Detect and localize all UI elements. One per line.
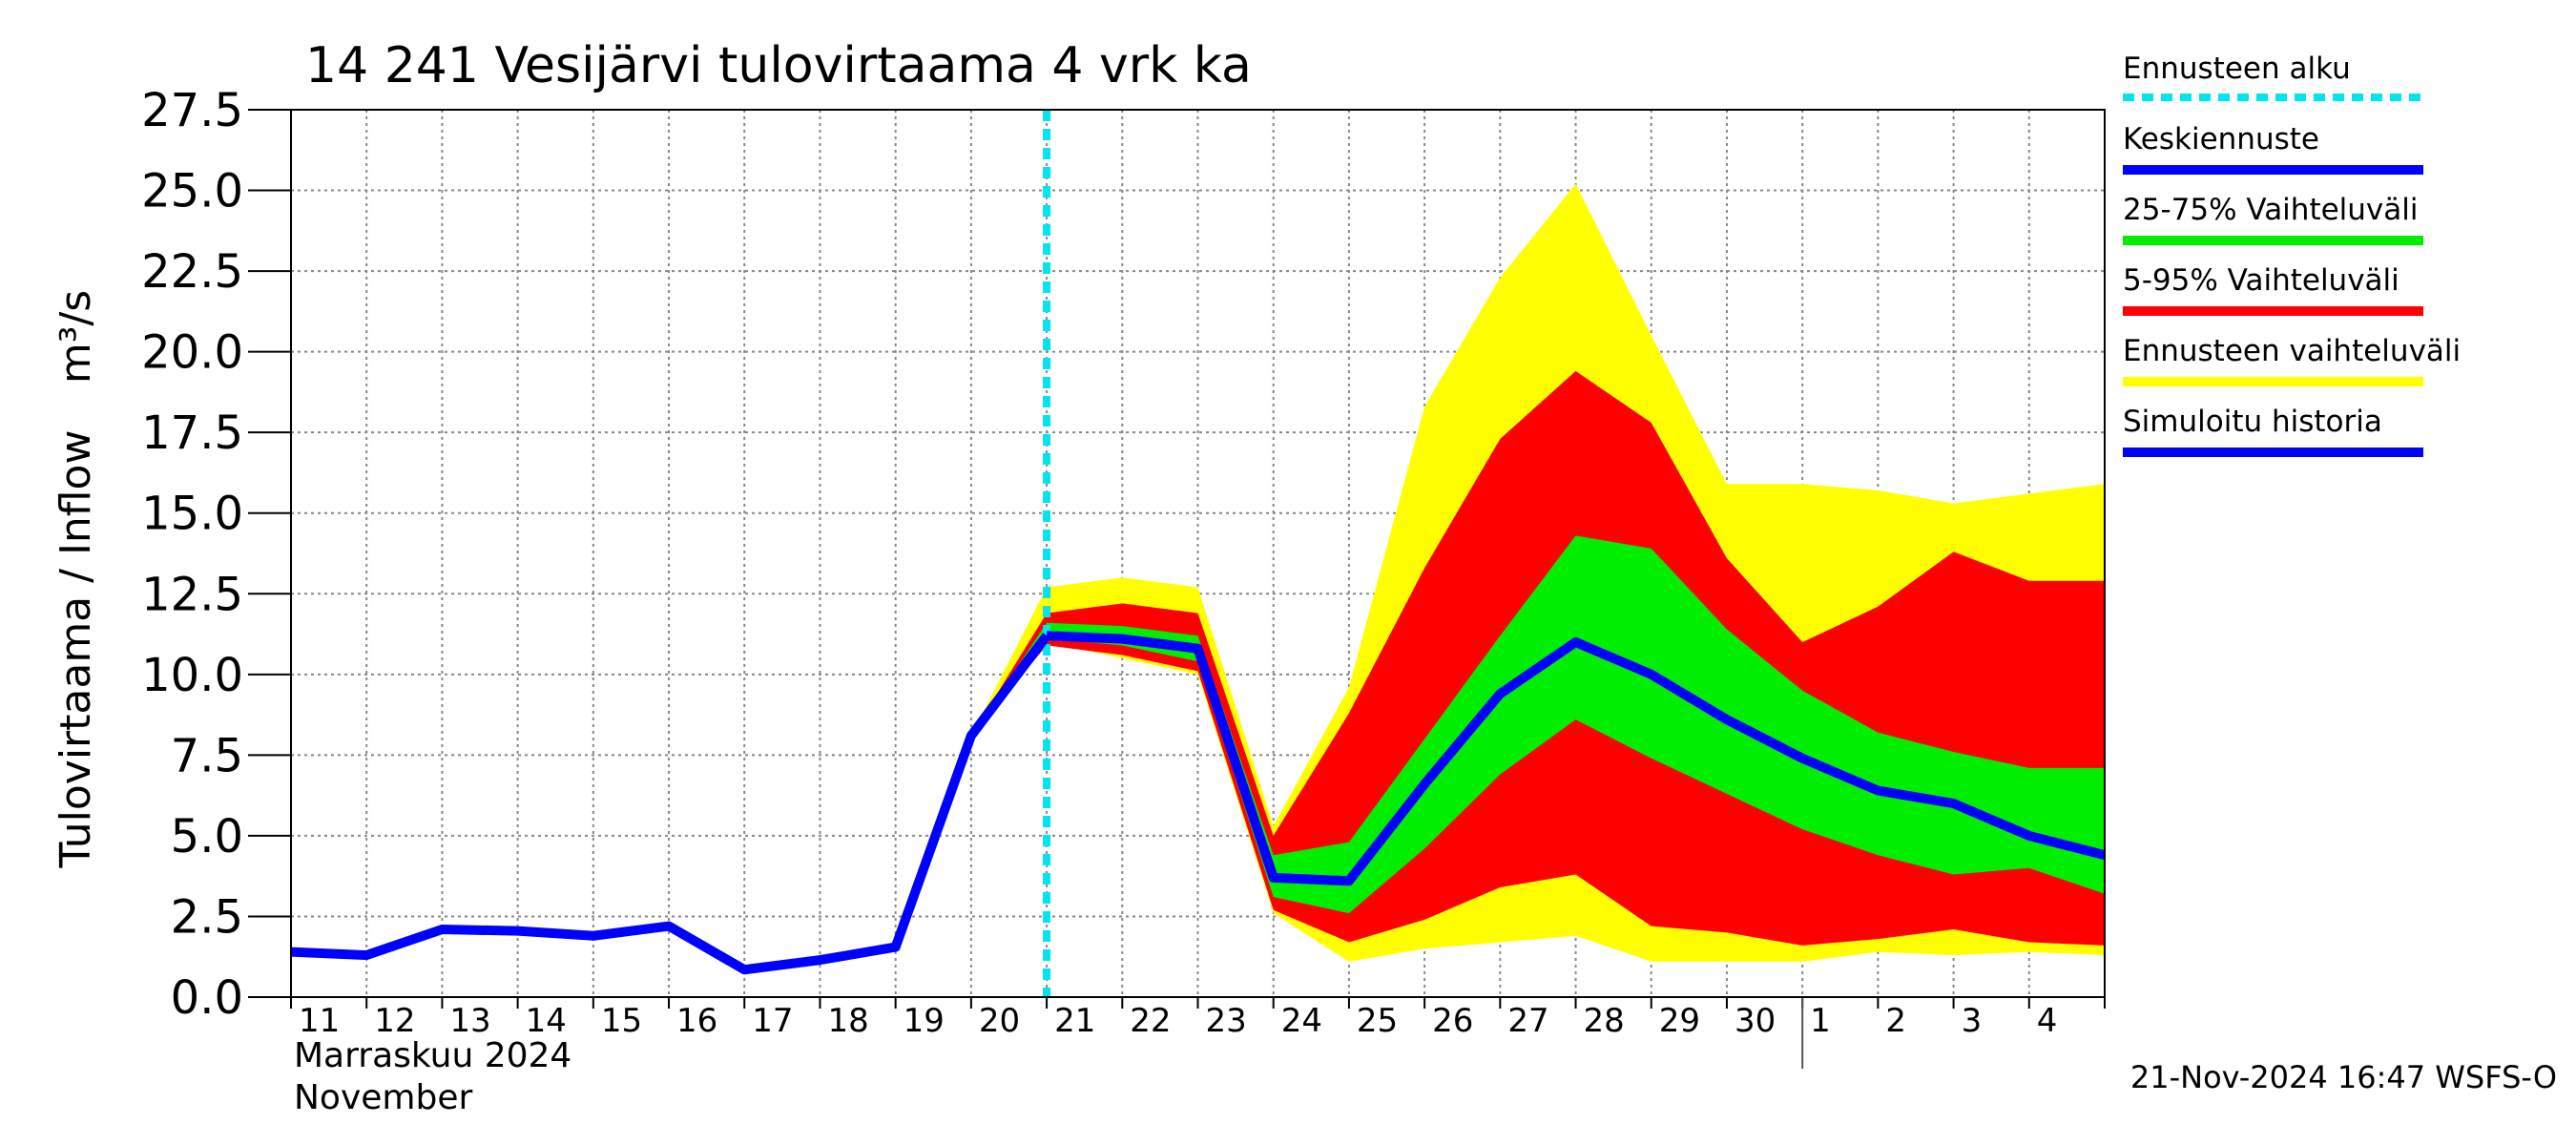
x-tick-label: 21	[1054, 1002, 1095, 1040]
y-tick-label: 15.0	[141, 488, 243, 541]
x-tick-label: 4	[2037, 1002, 2058, 1040]
x-tick-label: 27	[1507, 1002, 1548, 1040]
x-tick-label: 16	[676, 1002, 717, 1040]
series-line	[1046, 631, 2107, 886]
x-tick-label: 11	[299, 1002, 340, 1040]
y-tick-label: 25.0	[141, 165, 243, 219]
series-line	[290, 633, 1051, 975]
legend-label: 5-95% Vaihteluväli	[2123, 263, 2399, 298]
y-axis-label: Tulovirtaama / Inflow	[52, 430, 100, 869]
x-tick-label: 28	[1584, 1002, 1625, 1040]
y-tick-label: 2.5	[171, 890, 243, 944]
x-tick-label: 15	[601, 1002, 642, 1040]
x-tick-label: 22	[1130, 1002, 1171, 1040]
y-tick-label: 17.5	[141, 406, 243, 460]
legend-label: Keskiennuste	[2123, 122, 2319, 156]
legend-label: 25-75% Vaihteluväli	[2123, 193, 2419, 227]
x-tick-label: 3	[1962, 1002, 1983, 1040]
y-tick-label: 20.0	[141, 326, 243, 380]
x-axis-label: Marraskuu 2024	[294, 1036, 571, 1075]
x-tick-label: 14	[526, 1002, 567, 1040]
legend-label: Ennusteen alku	[2123, 52, 2351, 86]
legend: Ennusteen alku Keskiennuste 25-75% Vaihtel…	[2123, 52, 2461, 457]
y-axis-unit: m³/s	[52, 290, 100, 384]
x-tick-label: 20	[979, 1002, 1020, 1040]
timestamp: 21-Nov-2024 16:47 WSFS-O	[2130, 1059, 2557, 1095]
y-tick-label: 10.0	[141, 649, 243, 702]
y-tick-label: 27.5	[141, 84, 243, 137]
x-tick-label: 12	[374, 1002, 415, 1040]
x-tick-label: 13	[449, 1002, 490, 1040]
legend-label: Ennusteen vaihteluväli	[2123, 334, 2461, 368]
x-tick-label: 29	[1659, 1002, 1700, 1040]
y-tick-label: 5.0	[171, 810, 243, 864]
chart-title: 14 241 Vesijärvi tulovirtaama 4 vrk ka	[305, 37, 1252, 94]
x-tick-label: 26	[1432, 1002, 1473, 1040]
y-tick-label: 12.5	[141, 568, 243, 621]
y-tick-label: 22.5	[141, 245, 243, 299]
x-tick-label: 2	[1885, 1002, 1906, 1040]
legend-label: Simuloitu historia	[2123, 405, 2382, 439]
x-axis-label: November	[294, 1078, 472, 1117]
x-tick-label: 23	[1206, 1002, 1247, 1040]
x-tick-label: 17	[752, 1002, 793, 1040]
y-tick-label: 0.0	[171, 971, 243, 1025]
y-tick-label: 7.5	[171, 729, 243, 782]
x-tick-label: 25	[1357, 1002, 1398, 1040]
plot-frame	[290, 109, 2106, 998]
x-tick-label: 19	[904, 1002, 945, 1040]
plot-area: 11 12 13 14 15 16 17 18 19 20 21 22 23 24 25 26 27 28 29 30…	[141, 84, 2107, 1069]
x-tick-label: 18	[827, 1002, 868, 1040]
x-tick-label: 1	[1810, 1002, 1831, 1040]
x-tick-label: 24	[1281, 1002, 1322, 1040]
x-tick-label: 30	[1735, 1002, 1776, 1040]
